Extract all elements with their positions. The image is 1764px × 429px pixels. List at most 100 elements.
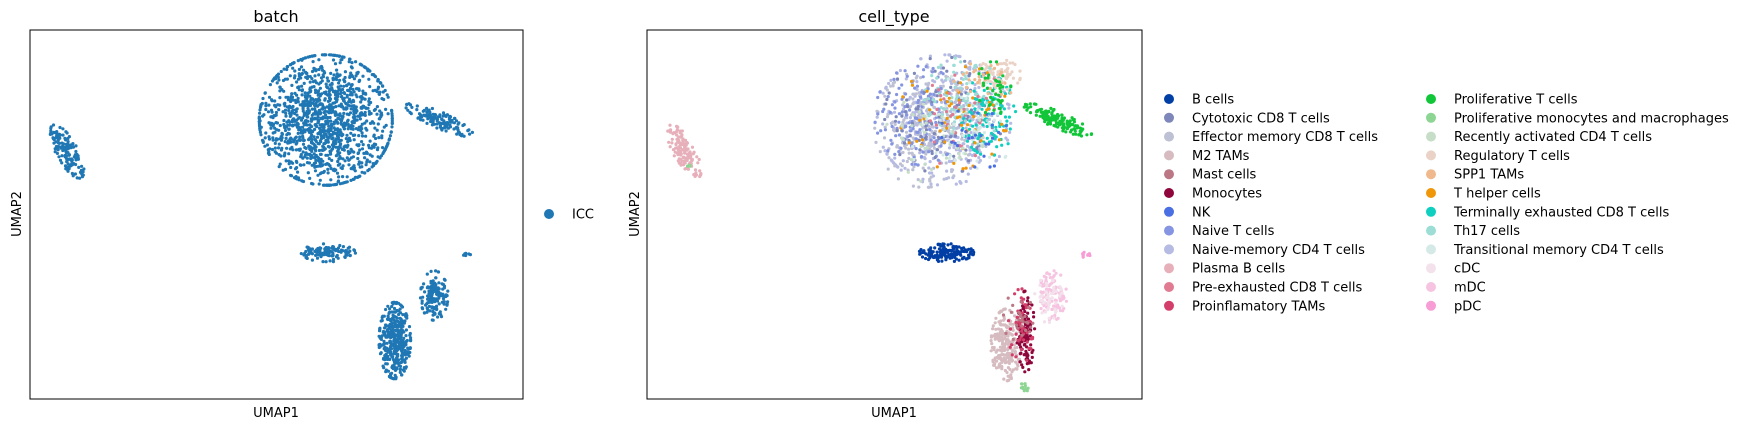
data-point bbox=[302, 111, 306, 116]
data-point bbox=[308, 75, 312, 79]
data-point bbox=[1026, 311, 1030, 315]
data-point bbox=[1050, 296, 1054, 300]
data-point bbox=[306, 171, 310, 175]
data-point bbox=[901, 120, 905, 124]
data-point bbox=[289, 174, 294, 178]
data-point bbox=[345, 175, 349, 179]
data-point bbox=[345, 133, 349, 137]
data-point bbox=[368, 160, 372, 164]
data-point bbox=[946, 243, 950, 247]
data-point bbox=[258, 130, 262, 134]
legend-label: M2 TAMs bbox=[1192, 149, 1250, 164]
data-point bbox=[297, 125, 301, 129]
data-point bbox=[288, 74, 292, 78]
data-point bbox=[1060, 113, 1064, 117]
data-point bbox=[997, 154, 1002, 159]
data-point bbox=[973, 107, 977, 111]
data-point bbox=[1004, 136, 1008, 140]
data-point bbox=[973, 83, 977, 87]
data-point bbox=[1010, 353, 1014, 357]
data-point bbox=[912, 71, 917, 75]
data-point bbox=[1014, 332, 1018, 336]
data-point bbox=[301, 150, 305, 154]
data-point bbox=[431, 289, 435, 293]
data-point bbox=[395, 316, 399, 320]
data-point bbox=[328, 97, 333, 101]
data-point bbox=[461, 123, 465, 128]
data-point bbox=[924, 121, 928, 125]
data-point bbox=[940, 78, 944, 82]
data-point bbox=[1009, 375, 1013, 379]
data-point bbox=[328, 259, 332, 263]
data-point bbox=[988, 60, 993, 64]
data-point bbox=[946, 77, 951, 81]
data-point bbox=[991, 103, 995, 107]
data-point bbox=[889, 84, 893, 88]
data-point bbox=[339, 91, 343, 96]
data-point bbox=[402, 336, 406, 340]
data-point bbox=[349, 123, 353, 127]
data-point bbox=[1025, 358, 1029, 362]
data-point bbox=[998, 99, 1002, 103]
data-point bbox=[294, 100, 298, 105]
data-point bbox=[258, 105, 263, 109]
data-point bbox=[919, 57, 923, 61]
data-point bbox=[1047, 316, 1051, 320]
x-axis-label: UMAP1 bbox=[871, 406, 917, 421]
data-point bbox=[924, 150, 928, 154]
legend-label: ICC bbox=[572, 208, 594, 223]
data-point bbox=[377, 117, 381, 121]
data-point bbox=[70, 145, 74, 149]
data-point bbox=[380, 334, 384, 338]
data-point bbox=[283, 151, 287, 155]
data-point bbox=[377, 92, 381, 96]
data-point bbox=[354, 74, 358, 78]
data-point bbox=[360, 134, 365, 138]
data-point bbox=[373, 126, 377, 130]
data-point bbox=[322, 91, 326, 95]
data-point bbox=[326, 99, 330, 103]
data-point bbox=[305, 156, 309, 160]
data-point bbox=[995, 79, 999, 83]
data-point bbox=[321, 144, 325, 148]
data-point bbox=[348, 97, 352, 101]
data-point bbox=[381, 84, 385, 88]
data-point bbox=[925, 146, 929, 150]
data-point bbox=[280, 132, 284, 136]
data-point bbox=[900, 114, 904, 118]
data-point bbox=[918, 95, 923, 99]
data-point bbox=[314, 248, 319, 252]
data-point bbox=[1061, 297, 1065, 301]
data-point bbox=[972, 129, 976, 133]
data-point bbox=[972, 147, 976, 152]
data-point bbox=[360, 140, 364, 144]
data-point bbox=[1043, 120, 1047, 124]
data-point bbox=[1002, 336, 1006, 341]
data-point bbox=[1001, 318, 1006, 322]
data-point bbox=[994, 316, 998, 320]
data-point bbox=[329, 88, 333, 92]
data-point bbox=[904, 124, 908, 128]
data-point bbox=[964, 130, 968, 134]
data-point bbox=[340, 166, 344, 171]
data-point bbox=[922, 68, 926, 72]
data-point bbox=[425, 121, 429, 125]
legend-marker bbox=[1426, 131, 1436, 142]
data-point bbox=[352, 138, 356, 142]
data-point bbox=[342, 127, 347, 131]
data-point bbox=[292, 117, 296, 121]
data-point bbox=[74, 149, 78, 154]
data-point bbox=[923, 162, 927, 166]
data-point bbox=[1053, 298, 1057, 302]
data-point bbox=[923, 157, 927, 161]
data-point bbox=[312, 146, 316, 150]
data-point bbox=[357, 125, 361, 129]
data-point bbox=[985, 101, 989, 105]
data-point bbox=[937, 88, 941, 92]
data-point bbox=[882, 107, 886, 111]
data-point bbox=[446, 289, 450, 293]
data-point bbox=[935, 107, 939, 112]
data-point bbox=[305, 76, 309, 81]
data-point bbox=[933, 246, 937, 250]
